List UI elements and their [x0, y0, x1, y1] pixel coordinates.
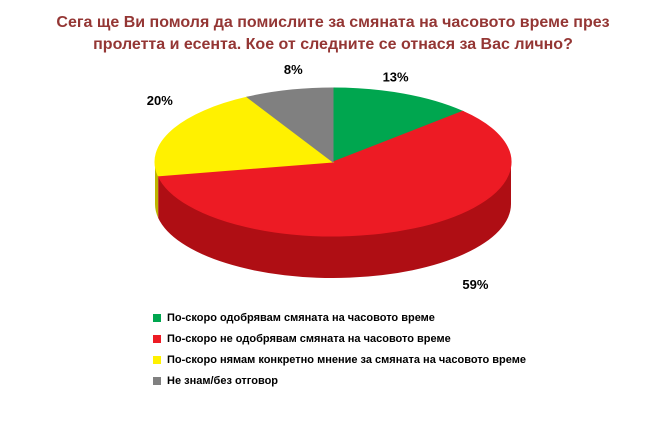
pie-slice	[246, 87, 334, 164]
percent-label: 13%	[383, 70, 409, 85]
percent-label: 8%	[284, 62, 303, 77]
percent-label: 20%	[147, 93, 173, 108]
chart-title-line2: пролетта и есента. Кое от следните се от…	[93, 35, 573, 53]
legend-item: По-скоро нямам конкретно мнение за смяна…	[153, 354, 526, 366]
percent-label: 59%	[462, 277, 488, 292]
pie-slice	[157, 110, 512, 237]
legend-item: Не знам/без отговор	[153, 375, 526, 387]
legend-label: По-скоро нямам конкретно мнение за смяна…	[167, 354, 526, 366]
legend-swatch	[153, 314, 161, 322]
chart-title-line1: Сега ще Ви помоля да помислите за смянат…	[56, 14, 610, 31]
legend-label: Не знам/без отговор	[167, 375, 279, 387]
pie-slice-side	[155, 162, 159, 218]
legend-item: По-скоро не одобрявам смяната на часовот…	[153, 333, 526, 345]
pie-slice-side	[158, 162, 511, 278]
legend-swatch	[153, 356, 161, 364]
legend-swatch	[153, 377, 161, 385]
legend-label: По-скоро одобрявам смяната на часовото в…	[167, 312, 435, 324]
legend-swatch	[153, 335, 161, 343]
chart-title: Сега ще Ви помоля да помислите за смянат…	[0, 12, 666, 55]
legend-label: По-скоро не одобрявам смяната на часовот…	[167, 333, 451, 345]
legend-item: По-скоро одобрявам смяната на часовото в…	[153, 312, 526, 324]
legend: По-скоро одобрявам смяната на часовото в…	[153, 312, 526, 396]
pie-slice	[154, 96, 335, 177]
pie-slice	[332, 87, 465, 163]
